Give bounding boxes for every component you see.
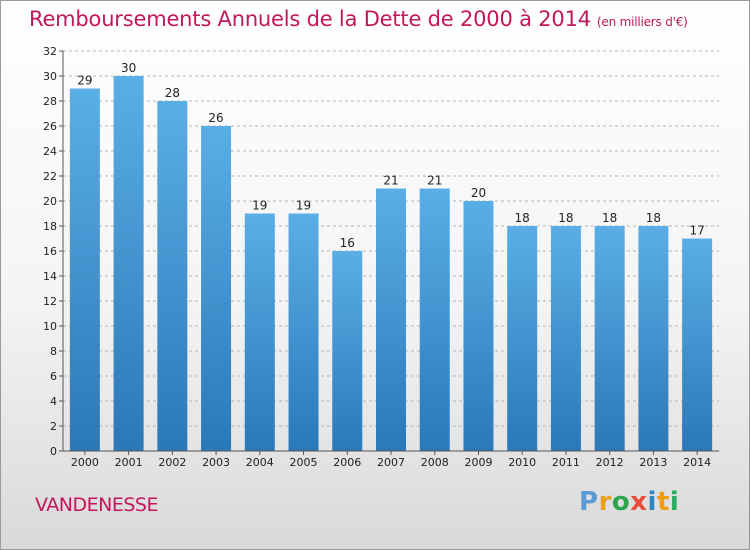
logo-letter: r	[598, 487, 612, 517]
bar-value-label: 19	[296, 199, 311, 213]
logo-letter: x	[630, 487, 648, 517]
bar[interactable]	[157, 101, 188, 451]
y-tick-label: 22	[43, 170, 57, 183]
bar[interactable]	[201, 126, 232, 451]
y-tick-label: 4	[50, 395, 57, 408]
y-tick-label: 24	[43, 145, 57, 158]
bar[interactable]	[113, 76, 144, 451]
chart-title-text: Remboursements Annuels de la Dette de 20…	[29, 7, 591, 31]
logo-letter: P	[579, 487, 599, 517]
x-tick-label: 2011	[552, 456, 580, 469]
y-tick-label: 32	[43, 45, 57, 58]
x-tick-label: 2009	[464, 456, 492, 469]
bar[interactable]	[288, 213, 319, 452]
x-tick-label: 2014	[683, 456, 711, 469]
bar[interactable]	[332, 251, 363, 451]
bar-value-label: 18	[558, 211, 573, 225]
bar[interactable]	[550, 226, 581, 451]
bar[interactable]	[682, 238, 713, 452]
logo-letter: i	[647, 487, 657, 517]
x-tick-label: 2001	[115, 456, 143, 469]
y-tick-label: 28	[43, 95, 57, 108]
x-tick-label: 2010	[508, 456, 536, 469]
bar-value-label: 18	[646, 211, 661, 225]
logo-letter: t	[656, 487, 670, 517]
chart-title: Remboursements Annuels de la Dette de 20…	[29, 7, 688, 31]
bar-value-label: 30	[121, 61, 136, 75]
logo-letter: o	[611, 487, 631, 517]
y-tick-label: 20	[43, 195, 57, 208]
x-tick-label: 2013	[639, 456, 667, 469]
x-tick-label: 2012	[596, 456, 624, 469]
bar[interactable]	[244, 213, 275, 452]
bar[interactable]	[594, 226, 625, 451]
bar[interactable]	[638, 226, 669, 451]
y-tick-label: 0	[50, 445, 57, 458]
y-tick-label: 2	[50, 420, 57, 433]
bar-value-label: 19	[252, 199, 267, 213]
x-tick-label: 2004	[246, 456, 274, 469]
x-tick-label: 2006	[333, 456, 361, 469]
bar-value-label: 26	[208, 111, 223, 125]
bar[interactable]	[463, 201, 494, 451]
bar-value-label: 18	[602, 211, 617, 225]
bar-value-label: 16	[340, 236, 355, 250]
y-tick-label: 14	[43, 270, 57, 283]
bar[interactable]	[69, 88, 100, 452]
x-tick-label: 2002	[158, 456, 186, 469]
bar[interactable]	[376, 188, 406, 452]
bar-value-label: 18	[515, 211, 530, 225]
x-tick-label: 2007	[377, 456, 405, 469]
bar-value-label: 20	[471, 186, 486, 200]
y-tick-label: 10	[43, 320, 57, 333]
logo-letter: i	[669, 487, 680, 517]
x-tick-label: 2000	[71, 456, 99, 469]
y-tick-label: 8	[50, 345, 57, 358]
bar-value-label: 21	[427, 174, 442, 188]
y-tick-label: 6	[50, 370, 57, 383]
y-tick-label: 18	[43, 220, 57, 233]
x-tick-label: 2003	[202, 456, 230, 469]
x-tick-label: 2005	[290, 456, 318, 469]
bar[interactable]	[507, 226, 538, 451]
bar[interactable]	[419, 188, 450, 452]
city-name: VANDENESSE	[35, 494, 158, 516]
bar-value-label: 17	[689, 224, 704, 238]
y-tick-label: 30	[43, 70, 57, 83]
x-tick-label: 2008	[421, 456, 449, 469]
y-tick-label: 16	[43, 245, 57, 258]
bar-value-label: 28	[165, 86, 180, 100]
chart-subtitle: (en milliers d'€)	[596, 15, 688, 29]
y-tick-label: 12	[43, 295, 57, 308]
bar-value-label: 29	[77, 74, 92, 88]
bar-value-label: 21	[383, 174, 398, 188]
proxiti-logo[interactable]: Proxiti	[579, 487, 679, 517]
y-tick-label: 26	[43, 120, 57, 133]
bar-layer: 29 30 28 26 19 19 16 21 21 20 18 18 18 18 17	[69, 61, 713, 452]
